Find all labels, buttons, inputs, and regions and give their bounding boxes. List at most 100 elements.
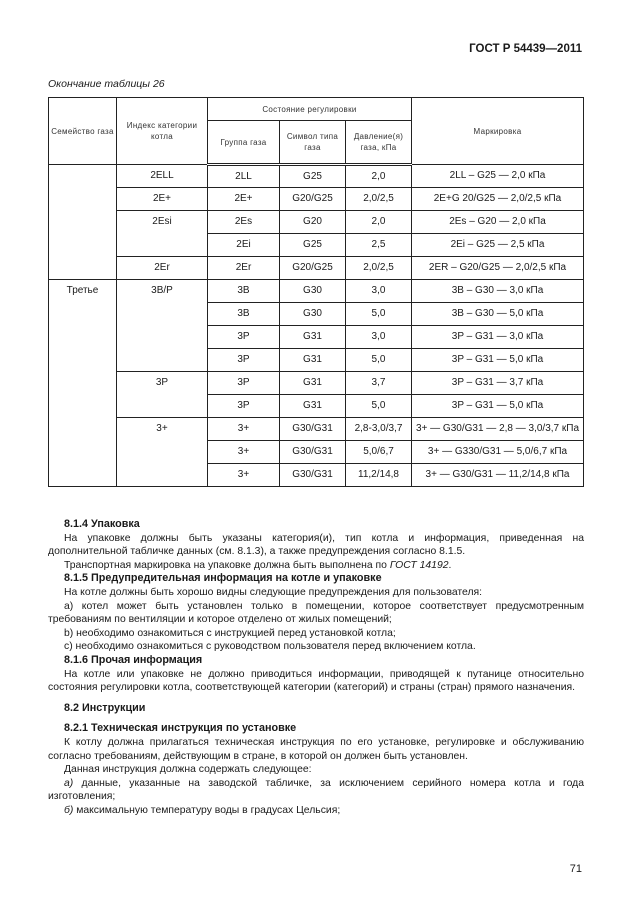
cell-group: 3+ <box>207 417 280 441</box>
cell-index: 2Esi <box>116 210 208 257</box>
cell-pressure: 2,8-3,0/3,7 <box>345 417 412 441</box>
paragraph: К котлу должна прилагаться техническая и… <box>48 736 584 763</box>
paragraph-text: На котле должны быть хорошо видны следую… <box>64 586 483 598</box>
cell-symbol: G30 <box>279 279 346 303</box>
cell-symbol: G30 <box>279 302 346 326</box>
cell-pressure: 2,0 <box>345 164 412 188</box>
cell-group: 2LL <box>207 164 280 188</box>
cell-group: 3+ <box>207 463 280 487</box>
cell-marking: 2ER – G20/G25 — 2,0/2,5 кПа <box>411 256 584 280</box>
paragraph-text: К котлу должна прилагаться техническая и… <box>48 736 584 762</box>
list-marker: б) <box>64 804 74 816</box>
table-row: 2ELL 2LL G25 2,0 2LL – G25 — 2,0 кПа <box>48 164 584 280</box>
cell-pressure: 5,0 <box>345 348 412 372</box>
cell-pressure: 5,0 <box>345 302 412 326</box>
table-row: 3P 3P G31 3,7 3P – G31 — 3,7 кПа <box>49 371 584 418</box>
col-family: Семейство газа <box>48 97 117 165</box>
table-row: 3P G31 5,0 3P – G31 — 5,0 кПа <box>49 348 584 372</box>
cell-marking: 3B – G30 — 3,0 кПа <box>411 279 584 303</box>
cell-pressure: 2,0/2,5 <box>345 187 412 211</box>
cell-group: 3P <box>207 348 280 372</box>
col-marking: Маркировка <box>411 97 584 165</box>
standard-reference: ГОСТ 14192 <box>389 559 449 571</box>
cell-group: 2Es <box>207 210 280 234</box>
paragraph-text-end: . <box>448 559 452 571</box>
table-row: 3+ 3+ G30/G31 2,8-3,0/3,7 3+ — G30/G31 — 2,8… <box>49 417 584 487</box>
cell-symbol: G25 <box>279 164 346 188</box>
cell-marking: 3P – G31 — 5,0 кПа <box>411 348 584 372</box>
cell-group: 3B <box>207 279 280 303</box>
paragraph: b) необходимо ознакомиться с инструкцией… <box>48 627 584 641</box>
table-row: 2Ei G25 2,5 2Ei – G25 — 2,5 кПа <box>49 233 584 257</box>
cell-pressure: 2,0 <box>345 210 412 234</box>
cell-symbol: G30/G31 <box>279 417 346 441</box>
cell-group: 2E+ <box>207 187 280 211</box>
paragraph-text: 8.1.5 Предупредительная информация на ко… <box>64 572 382 585</box>
table-row: 3+ G30/G31 5,0/6,7 3+ — G330/G31 — 5,0/6,7 … <box>49 440 584 464</box>
cell-index: 2ELL <box>116 164 208 188</box>
cell-pressure: 2,0/2,5 <box>345 256 412 280</box>
paragraph-text: а) котел может быть установлен только в … <box>48 600 584 626</box>
table-row: 2Er 2Er G20/G25 2,0/2,5 2ER – G20/G25 — 2,0/… <box>49 256 584 280</box>
paragraph-text: 8.2 Инструкции <box>64 701 146 714</box>
cell-index: 3B/P <box>116 279 208 372</box>
section-heading: 8.2.1 Техническая инструкция по установк… <box>48 722 584 736</box>
cell-index: 2E+ <box>116 187 208 211</box>
cell-symbol: G20/G25 <box>279 256 346 280</box>
cell-group: 3B <box>207 302 280 326</box>
cell-pressure: 3,7 <box>345 371 412 395</box>
paragraph-text: На упаковке должны быть указаны категори… <box>48 532 584 558</box>
col-group: Группа газа <box>207 120 280 166</box>
cell-pressure: 5,0 <box>345 394 412 418</box>
paragraph-text: На котле или упаковке не должно приводит… <box>48 668 584 694</box>
cell-marking: 3+ — G30/G31 — 11,2/14,8 кПа <box>411 463 584 487</box>
cell-symbol: G30/G31 <box>279 440 346 464</box>
table-row: 2E+ 2E+ G20/G25 2,0/2,5 2E+G 20/G25 — 2,0/2,… <box>49 187 584 211</box>
paragraph: На котле должны быть хорошо видны следую… <box>48 586 584 600</box>
cell-index: 3P <box>116 371 208 418</box>
cell-symbol: G20 <box>279 210 346 234</box>
cell-pressure: 2,5 <box>345 233 412 257</box>
paragraph: а) котел может быть установлен только в … <box>48 600 584 627</box>
paragraph-text: c) необходимо ознакомиться с руководство… <box>64 641 476 653</box>
paragraph-text: максимальную температуру воды в градусах… <box>73 804 341 816</box>
cell-symbol: G30/G31 <box>279 463 346 487</box>
paragraph-text: 8.1.4 Упаковка <box>64 518 140 530</box>
table-row: 2Esi 2Es G20 2,0 2Es – G20 — 2,0 кПа <box>49 210 584 257</box>
cell-marking: 3P – G31 — 3,7 кПа <box>411 371 584 395</box>
cell-marking: 3P – G31 — 5,0 кПа <box>411 394 584 418</box>
table-row: 3P G31 3,0 3P – G31 — 3,0 кПа <box>49 325 584 349</box>
body-text: 8.1.4 Упаковка На упаковке должны быть ук… <box>48 518 584 817</box>
paragraph: На котле или упаковке не должно приводит… <box>48 668 584 695</box>
paragraph: На упаковке должны быть указаны категори… <box>48 532 584 559</box>
cell-family: Третье <box>48 279 117 487</box>
paragraph-text: 8.2.1 Техническая инструкция по установк… <box>64 722 297 735</box>
cell-marking: 3+ — G330/G31 — 5,0/6,7 кПа <box>411 440 584 464</box>
cell-pressure: 3,0 <box>345 279 412 303</box>
cell-pressure: 11,2/14,8 <box>345 463 412 487</box>
table-row: Третье 3B/P 3B G30 3,0 3B – G30 — 3,0 кПа <box>48 279 584 487</box>
page-number: 71 <box>569 863 582 875</box>
cell-marking: 2E+G 20/G25 — 2,0/2,5 кПа <box>411 187 584 211</box>
cell-group: 3P <box>207 394 280 418</box>
col-state: Состояние регулировки <box>207 97 412 121</box>
cell-pressure: 5,0/6,7 <box>345 440 412 464</box>
paragraph: а) данные, указанные на заводской таблич… <box>48 777 584 804</box>
cell-symbol: G20/G25 <box>279 187 346 211</box>
cell-symbol: G31 <box>279 348 346 372</box>
paragraph: б) максимальную температуру воды в граду… <box>48 804 584 818</box>
table-row: 3+ G30/G31 11,2/14,8 3+ — G30/G31 — 11,2/14… <box>49 463 584 487</box>
cell-group: 2Er <box>207 256 280 280</box>
cell-family <box>48 164 117 280</box>
paragraph-text: Данная инструкция должна содержать следу… <box>64 764 312 776</box>
paragraph-text: 8.1.6 Прочая информация <box>64 653 203 666</box>
cell-index: 3+ <box>116 417 208 487</box>
cell-group: 3+ <box>207 440 280 464</box>
cell-marking: 3+ — G30/G31 — 2,8 — 3,0/3,7 кПа <box>411 417 584 441</box>
cell-group: 2Ei <box>207 233 280 257</box>
cell-marking: 3P – G31 — 3,0 кПа <box>411 325 584 349</box>
section-heading: 8.1.6 Прочая информация <box>48 654 584 668</box>
paragraph: Данная инструкция должна содержать следу… <box>48 763 584 777</box>
paragraph: c) необходимо ознакомиться с руководство… <box>48 640 584 654</box>
